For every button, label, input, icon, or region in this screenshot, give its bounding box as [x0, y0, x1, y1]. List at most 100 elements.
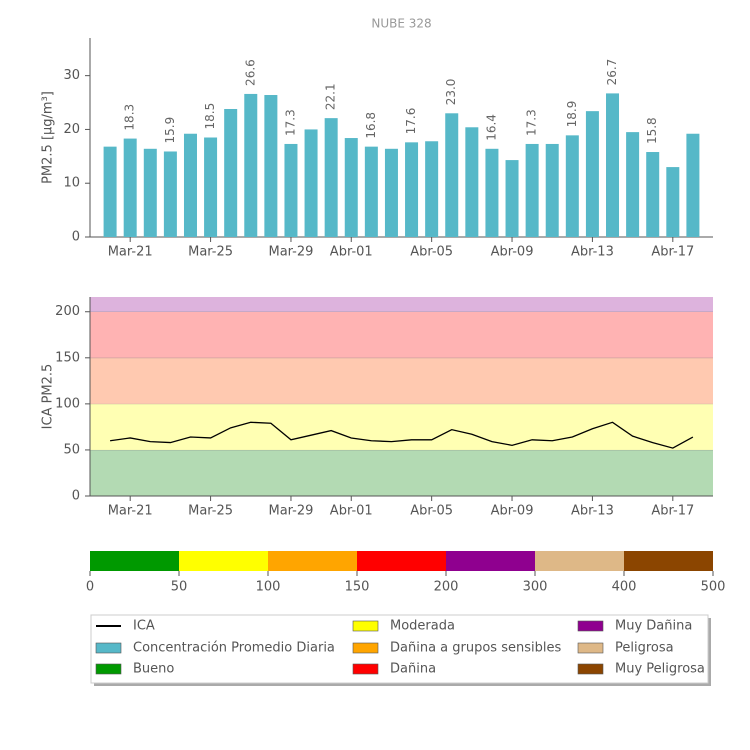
x-tick-label: Mar-25: [188, 504, 233, 519]
colorbar-segment: [535, 551, 624, 571]
legend-label: ICA: [133, 619, 155, 634]
bar: [344, 138, 358, 237]
aqi-band: [90, 449, 713, 496]
bar: [264, 95, 278, 238]
x-tick-label: Abr-17: [651, 504, 694, 519]
colorbar-segment: [446, 551, 535, 571]
legend-label: Dañina: [390, 662, 436, 677]
bar: [324, 118, 338, 237]
bar: [485, 148, 499, 237]
x-tick-label: Abr-13: [571, 504, 614, 519]
bar: [445, 113, 459, 237]
bar: [284, 143, 298, 237]
x-tick-label: Mar-21: [108, 504, 153, 519]
bar: [525, 143, 539, 237]
legend-label: Muy Peligrosa: [615, 662, 705, 677]
x-tick-label: Abr-05: [410, 245, 453, 260]
y-tick-label: 150: [55, 350, 80, 365]
x-tick-label: Abr-05: [410, 504, 453, 519]
value-label: 18.5: [203, 103, 217, 130]
bar: [384, 148, 398, 237]
colorbar-segment: [624, 551, 713, 571]
legend-label: Peligrosa: [615, 641, 674, 656]
colorbar-tick-label: 50: [171, 580, 188, 595]
legend-patch: [95, 663, 122, 675]
bar: [204, 137, 218, 237]
legend-label: Bueno: [133, 662, 174, 677]
colorbar-tick-label: 500: [701, 580, 726, 595]
bar: [143, 148, 157, 237]
value-label: 23.0: [444, 79, 458, 106]
x-tick-label: Mar-25: [188, 245, 233, 260]
x-tick-label: Mar-29: [268, 245, 313, 260]
legend-patch: [577, 642, 604, 654]
bands: [90, 297, 713, 496]
bar: [565, 135, 579, 237]
aqi-band: [90, 357, 713, 404]
x-tick-label: Abr-01: [330, 245, 373, 260]
bar: [666, 167, 680, 237]
x-tick-label: Abr-17: [651, 245, 694, 260]
bar: [405, 142, 419, 237]
y-tick-label: 20: [63, 122, 80, 137]
colorbar-segment: [179, 551, 268, 571]
legend-patch: [352, 620, 379, 632]
colorbar-tick-label: 100: [256, 580, 281, 595]
colorbar-tick-label: 150: [345, 580, 370, 595]
aqi-band: [90, 403, 713, 450]
x-tick-label: Abr-09: [491, 504, 534, 519]
colorbar-tick-label: 300: [523, 580, 548, 595]
y-tick-label: 0: [72, 489, 80, 504]
bar: [646, 152, 660, 237]
bar: [686, 133, 700, 237]
bar: [364, 146, 378, 237]
x-tick-label: Mar-29: [268, 504, 313, 519]
legend-patch: [352, 642, 379, 654]
y-axis-label: ICA PM2.5: [41, 364, 56, 430]
colorbar-segment: [357, 551, 446, 571]
value-label: 26.7: [605, 59, 619, 86]
bar: [465, 127, 479, 237]
legend-patch: [352, 663, 379, 675]
x-tick-label: Abr-09: [491, 245, 534, 260]
value-label: 16.4: [484, 114, 498, 141]
legend-patch: [577, 620, 604, 632]
colorbar-tick-label: 400: [612, 580, 637, 595]
colorbar-tick-label: 0: [86, 580, 94, 595]
legend-label: Concentración Promedio Diaria: [133, 641, 335, 656]
legend-patch: [577, 663, 604, 675]
bar: [626, 132, 640, 237]
legend-label: Muy Dañina: [615, 619, 692, 634]
value-label: 15.8: [645, 117, 659, 144]
value-label: 17.6: [404, 108, 418, 135]
bar: [505, 160, 519, 237]
ica-line: [110, 421, 694, 449]
value-label: 22.1: [324, 83, 338, 110]
bar: [183, 133, 197, 237]
y-tick-label: 100: [55, 396, 80, 411]
bar: [304, 129, 318, 237]
bar: [123, 138, 137, 237]
value-label: 17.3: [525, 109, 539, 136]
y-axis-label: PM2.5 [μg/m³]: [41, 91, 56, 184]
bar: [163, 151, 177, 237]
bar: [103, 146, 117, 237]
bar: [244, 93, 258, 237]
y-tick-label: 10: [63, 176, 80, 191]
legend-label: Moderada: [390, 619, 455, 634]
x-tick-label: Abr-13: [571, 245, 614, 260]
value-label: 18.9: [565, 101, 579, 128]
bar: [545, 143, 559, 237]
value-label: 15.9: [163, 117, 177, 144]
legend-box: [90, 614, 709, 684]
bar: [585, 111, 599, 237]
legend-patch: [95, 642, 122, 654]
y-tick-label: 200: [55, 304, 80, 319]
value-label: 18.3: [123, 104, 137, 131]
bar: [425, 141, 439, 237]
colorbar-segment: [268, 551, 357, 571]
colorbar-segment: [90, 551, 179, 571]
value-label: 17.3: [283, 109, 297, 136]
colorbar-tick-label: 200: [434, 580, 459, 595]
aqi-band: [90, 297, 713, 312]
